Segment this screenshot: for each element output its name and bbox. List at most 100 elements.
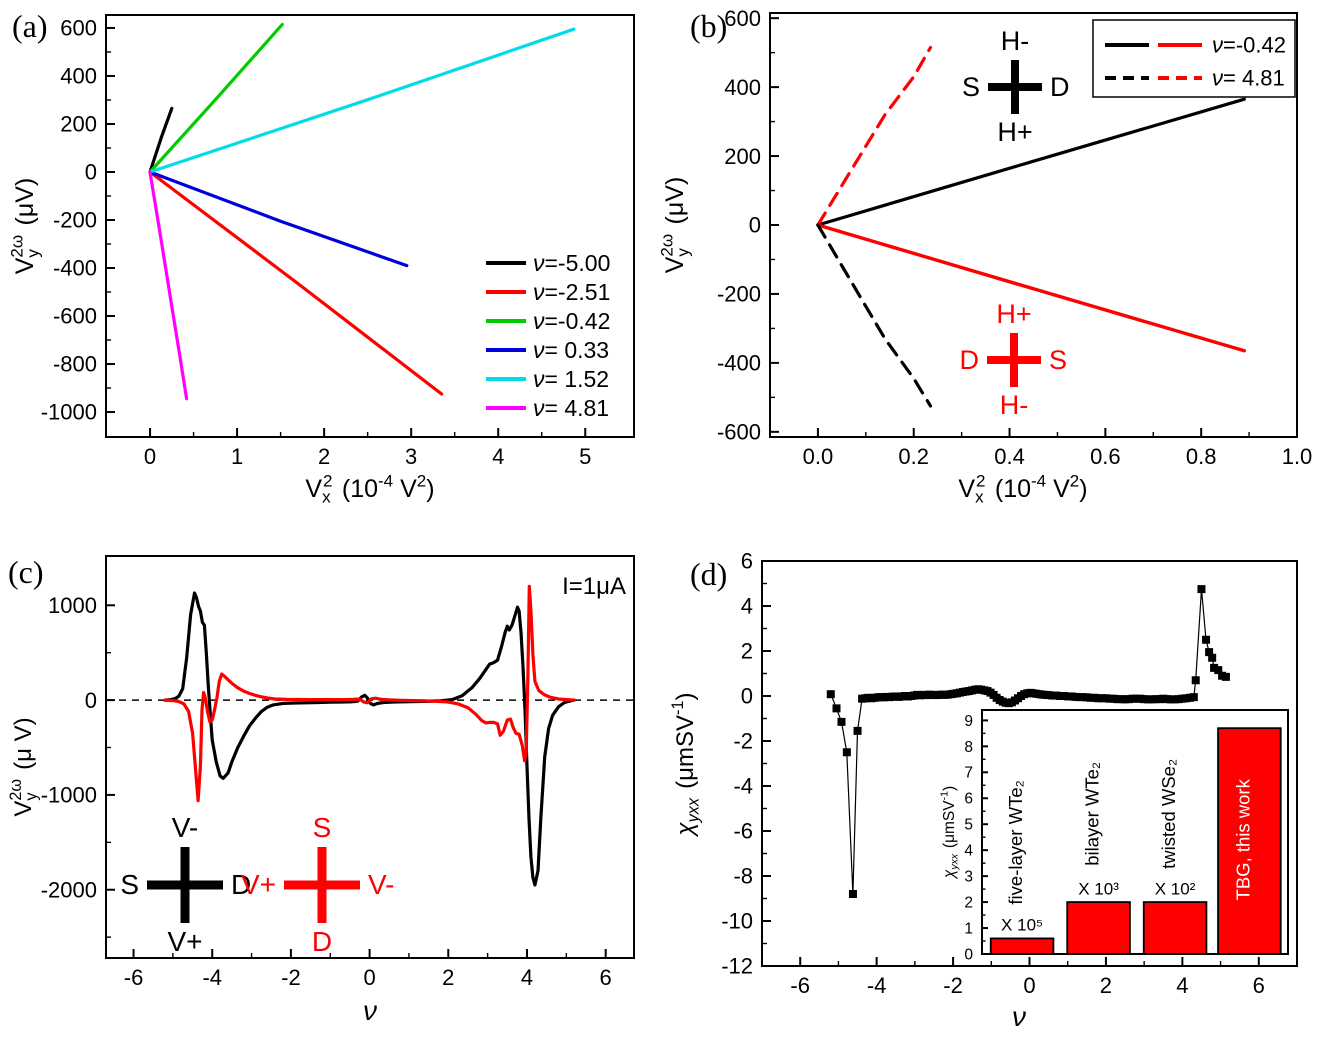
cross-label-top: V- <box>172 812 198 843</box>
y-tick-label: 2 <box>741 639 753 664</box>
x-tick-label: 6 <box>1253 973 1265 998</box>
x-axis-title: Vx2 (10-4 V2) <box>958 472 1087 507</box>
panel-a-vy2w-vs-vx2: 0 1 2 3 4 5 -1000 -800 -600 -400 -200 0 200 400 600 Vx2… <box>8 14 635 507</box>
data-point-marker <box>1214 666 1223 675</box>
cross-label-right: V- <box>368 869 394 900</box>
cross-label-left: D <box>960 345 980 375</box>
y-tick-label: 9 <box>964 713 973 730</box>
y-tick-label: -1000 <box>41 400 97 425</box>
legend-item-label: ν= 1.52 <box>533 366 609 392</box>
x-tick-label: 2 <box>442 965 454 990</box>
legend-frame <box>1092 19 1296 98</box>
panel-d-inset-material-comparison: X 10⁵ five-layer WTe₂ X 10³ bilayer WTe₂ X 1… <box>938 709 1289 963</box>
bar-3 <box>1217 727 1282 955</box>
bar-multiplier-2: X 10² <box>1155 879 1196 898</box>
bar-multiplier-0: X 10⁵ <box>1001 916 1043 935</box>
series-nu=4.81 dashed red <box>816 45 933 227</box>
data-point-marker <box>826 690 835 699</box>
cross-label-right: S <box>1049 345 1067 375</box>
cross-label-bottom: V+ <box>167 926 202 957</box>
x-tick-label: -6 <box>124 965 144 990</box>
y-tick-label: 4 <box>741 594 753 619</box>
y-tick-label: -6 <box>733 819 753 844</box>
y-tick-label: -2000 <box>41 877 97 902</box>
annotation-text: I=1μA <box>562 573 626 600</box>
bar-1 <box>1066 901 1131 955</box>
x-tick-label: 6 <box>600 965 612 990</box>
y-tick-label: 600 <box>724 6 761 31</box>
series-nu=1.52 <box>148 27 576 174</box>
data-point-marker <box>1221 672 1230 681</box>
cross-label-top: H- <box>1001 26 1030 56</box>
legend-item-label: ν=-0.42 <box>1212 33 1286 58</box>
data-point-marker <box>1191 676 1200 685</box>
series-nu=4.81 <box>148 170 189 401</box>
y-tick-label: 400 <box>60 64 97 89</box>
bar-multiplier-1: X 10³ <box>1078 879 1119 898</box>
legend-item-label: ν= 4.81 <box>533 395 609 421</box>
y-tick-label: -800 <box>53 352 97 377</box>
y-tick-label: 400 <box>724 75 761 100</box>
y-tick-label: -600 <box>717 420 761 445</box>
series-nu=-5.00 <box>148 106 174 174</box>
series-nu=-0.42 <box>148 22 284 174</box>
y-tick-label: 4 <box>964 843 973 860</box>
y-tick-label: 1 <box>964 920 973 937</box>
data-point-marker <box>842 748 851 757</box>
y-tick-label: -1000 <box>41 783 97 808</box>
x-axis-title: ν <box>363 995 377 1026</box>
x-tick-label: -4 <box>202 965 222 990</box>
x-tick-label: 0 <box>144 444 156 469</box>
bar-0 <box>989 937 1055 955</box>
bar-label-3: TBG, this work <box>1232 778 1253 900</box>
cross-label-bottom: D <box>312 926 332 957</box>
y-axis-title: χyxx (μmSV-1) <box>938 786 960 880</box>
data-point-marker <box>853 726 862 735</box>
y-tick-label: 0 <box>85 160 97 185</box>
x-tick-label: 0.0 <box>803 444 834 469</box>
x-tick-label: -4 <box>867 973 887 998</box>
x-tick-label: 4 <box>521 965 533 990</box>
panel-label-b: (b) <box>690 8 728 44</box>
y-tick-label: 0 <box>85 688 97 713</box>
x-axis-title: ν <box>1012 1001 1026 1032</box>
bar-2 <box>1142 901 1208 955</box>
y-tick-label: 5 <box>964 817 973 834</box>
y-axis-title: Vy2ω (μ V) <box>7 717 40 816</box>
panel-b-vy2w-vs-vx2-configs: 0.0 0.2 0.4 0.6 0.8 1.0 -600 -400 -200 0 200 400 600… <box>658 6 1313 507</box>
y-tick-label: 6 <box>741 549 753 574</box>
series-nu=4.81 dashed black <box>816 223 933 408</box>
data-point-marker <box>1210 663 1219 672</box>
panel-label-d: (d) <box>690 556 728 592</box>
y-tick-label: 200 <box>724 144 761 169</box>
y-tick-label: -4 <box>733 774 753 799</box>
series-nu=-0.42 solid black <box>816 97 1246 227</box>
y-tick-label: -12 <box>721 954 753 979</box>
plot-frame <box>981 709 1289 955</box>
data-point-marker <box>1197 585 1206 594</box>
y-axis-title: Vy2ω (μV) <box>8 178 43 275</box>
series-red configuration <box>163 584 576 803</box>
panel-label-a: (a) <box>12 8 48 44</box>
legend-item-label: ν= 4.81 <box>1212 66 1285 91</box>
series-nu=0.33 <box>148 170 409 268</box>
data-point-marker <box>1202 635 1211 644</box>
y-tick-label: 200 <box>60 112 97 137</box>
x-tick-label: 1 <box>231 444 243 469</box>
y-tick-label: -8 <box>733 864 753 889</box>
x-tick-label: 2 <box>318 444 330 469</box>
x-tick-label: 0 <box>1023 973 1035 998</box>
cross-label-left: V+ <box>241 869 276 900</box>
y-tick-label: 8 <box>964 739 973 756</box>
y-tick-label: -200 <box>53 208 97 233</box>
x-tick-label: 3 <box>405 444 417 469</box>
y-tick-label: 3 <box>964 869 973 886</box>
y-tick-label: 0 <box>964 946 973 963</box>
y-tick-label: -400 <box>53 256 97 281</box>
x-tick-label: 5 <box>579 444 591 469</box>
series-nu=-0.42 solid red <box>816 223 1246 353</box>
series-black configuration <box>163 591 576 887</box>
cross-label-left: S <box>120 869 139 900</box>
x-tick-label: 0 <box>363 965 375 990</box>
x-axis-title: Vx2 (10-4 V2) <box>305 472 434 507</box>
